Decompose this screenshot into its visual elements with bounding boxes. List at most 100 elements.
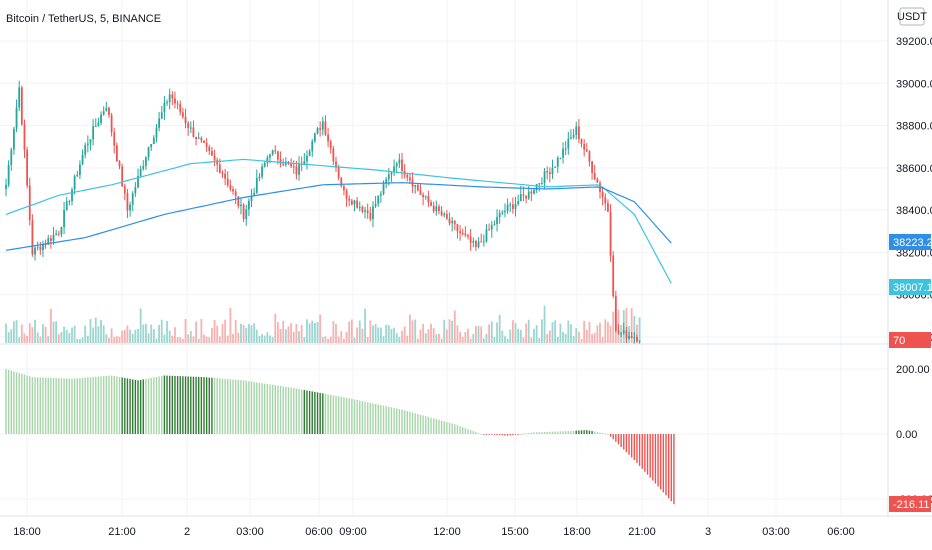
oscillator-bar	[446, 422, 448, 434]
candle-body	[554, 166, 557, 168]
volume-bar	[332, 320, 335, 343]
ma-fast-line	[5, 158, 672, 284]
oscillator-bar	[406, 411, 408, 434]
volume-bar	[485, 333, 488, 343]
volume-bar	[216, 325, 219, 343]
oscillator-bar	[623, 434, 625, 450]
oscillator-bar	[633, 434, 636, 460]
time-axis[interactable]: 18:00 21:00 2 03:00 06:00 09:00 12:00 15:00 18:0…	[13, 526, 855, 538]
volume-bar	[84, 325, 87, 343]
volume-bar	[131, 333, 134, 343]
candle-body	[115, 145, 118, 162]
time-tick-label: 21:00	[108, 526, 136, 538]
oscillator-bar	[15, 372, 18, 434]
volume-bar	[329, 336, 332, 343]
oscillator-bar	[200, 377, 203, 434]
volume-bar	[192, 336, 195, 343]
candle-body	[438, 206, 440, 212]
candle-body	[482, 241, 485, 243]
volume-bar	[89, 319, 92, 343]
candle-body	[377, 195, 380, 204]
volume-bar	[150, 324, 153, 343]
oscillator-bar	[340, 396, 342, 434]
volume-bar	[638, 317, 641, 343]
candle-body	[335, 161, 337, 168]
candle-body	[596, 178, 599, 183]
oscillator-bar	[266, 384, 269, 434]
volume-bar	[327, 338, 329, 343]
volume-bar	[453, 310, 456, 343]
candle-body	[498, 213, 501, 218]
candle-body	[337, 167, 340, 178]
oscillator-bar	[628, 434, 630, 455]
volume-bar	[269, 335, 271, 343]
oscillator-bar	[388, 406, 390, 434]
oscillator-bar	[438, 419, 440, 434]
oscillator-bar	[89, 377, 92, 434]
volume-bar	[55, 321, 58, 343]
price-labels: 38223.25 38007.15 70 -216.11	[889, 234, 932, 512]
volume-bar	[203, 334, 205, 343]
candle-body	[160, 112, 163, 119]
volume-bar	[39, 336, 42, 343]
price-axis[interactable]: 39200.00 39000.00 38800.00 38600.00 38400.00…	[896, 36, 932, 344]
candle-body	[271, 150, 274, 155]
volume-bar	[221, 323, 224, 343]
candle-body	[71, 189, 73, 202]
candle-body	[609, 211, 612, 256]
volume-bar	[416, 338, 419, 343]
volume-bar	[527, 319, 530, 343]
candle-body	[591, 161, 593, 173]
volume-bar	[477, 326, 480, 343]
candle-body	[81, 154, 84, 165]
volume-bar	[406, 335, 409, 343]
volume-bar	[596, 325, 599, 343]
volume-bar	[76, 338, 79, 343]
oscillator-bar	[501, 434, 504, 436]
candle-body	[203, 140, 205, 143]
oscillator-axis[interactable]: 200.000.00-200.00	[896, 364, 932, 506]
oscillator-bar	[311, 391, 313, 434]
volume-bar	[461, 336, 464, 343]
candle-body	[208, 146, 211, 152]
candle-body	[306, 155, 308, 162]
time-tick-label: 15:00	[501, 526, 529, 538]
oscillator-bar	[528, 433, 530, 434]
candle-body	[617, 330, 620, 334]
oscillator-bar	[18, 373, 20, 434]
oscillator-bar	[295, 388, 298, 434]
volume-bar	[607, 321, 609, 343]
oscillator-bar	[353, 399, 356, 434]
candle-body	[345, 190, 348, 199]
volume-bar	[118, 336, 121, 343]
oscillator-bar	[319, 392, 321, 434]
oscillator-bar	[134, 379, 137, 434]
candle-body	[97, 122, 100, 127]
volume-bar	[261, 334, 263, 343]
volume-bar	[255, 329, 258, 343]
candle-body	[137, 175, 139, 188]
volume-bar	[123, 329, 126, 343]
candle-body	[321, 121, 324, 130]
oscillator-bar	[174, 375, 176, 434]
oscillator-bar	[530, 432, 533, 434]
volume-bar	[496, 322, 498, 343]
candle-body	[224, 173, 227, 179]
candle-body	[166, 102, 168, 104]
volume-bar	[237, 332, 240, 343]
candle-body	[84, 145, 87, 155]
volume-bar	[266, 332, 269, 343]
volume-bar	[113, 337, 116, 343]
oscillator-bar	[654, 434, 657, 484]
currency-button[interactable]: USDT	[897, 7, 927, 26]
volume-bar	[451, 320, 454, 343]
oscillator-bar	[638, 434, 641, 466]
oscillator-bar	[612, 434, 614, 440]
volume-bar	[395, 333, 398, 343]
candle-body	[496, 217, 498, 225]
candle-body	[432, 205, 435, 212]
oscillator-bar	[506, 434, 509, 436]
candle-body	[358, 206, 361, 208]
oscillator-bar	[179, 376, 181, 434]
